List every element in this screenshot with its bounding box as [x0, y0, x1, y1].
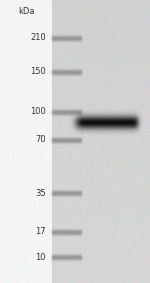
Text: 150: 150	[30, 68, 46, 76]
Text: 35: 35	[35, 188, 46, 198]
Text: 210: 210	[30, 33, 46, 42]
Text: 70: 70	[35, 136, 46, 145]
Text: 17: 17	[35, 228, 46, 237]
Text: kDa: kDa	[18, 8, 34, 16]
Text: 100: 100	[30, 108, 46, 117]
Text: 10: 10	[36, 252, 46, 261]
